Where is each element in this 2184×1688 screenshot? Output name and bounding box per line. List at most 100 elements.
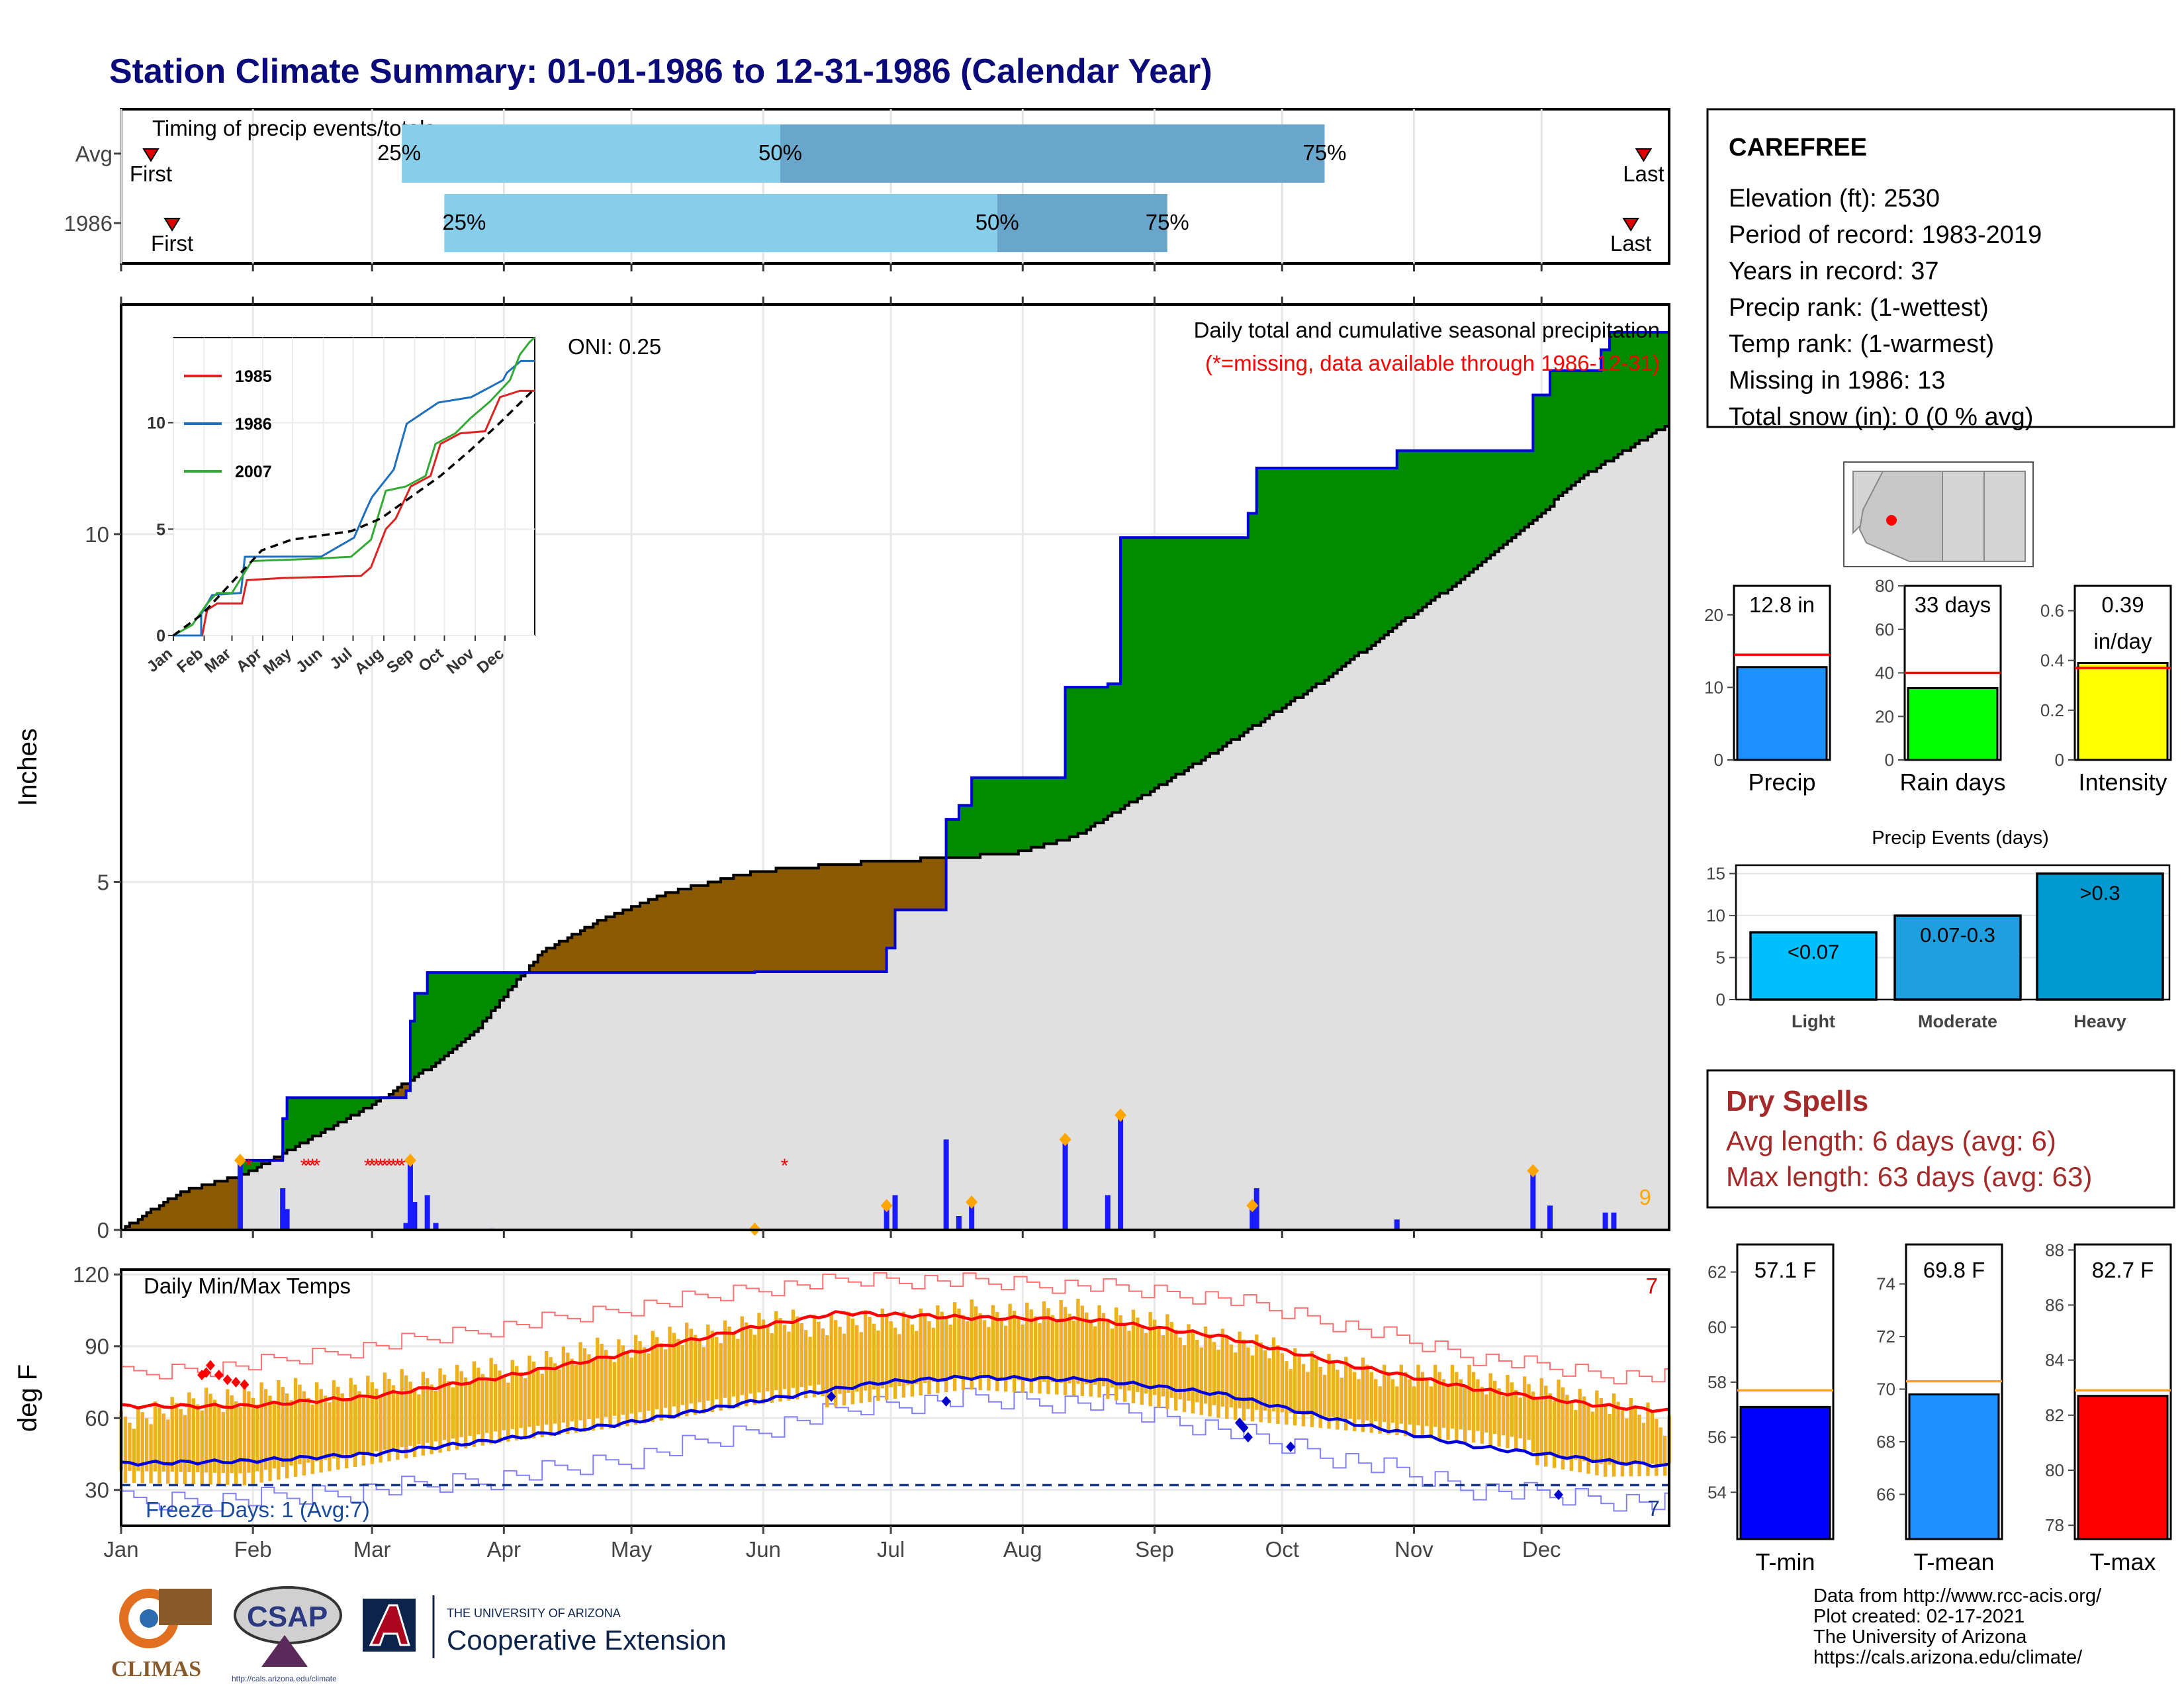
daily-temp-bar: [1212, 1342, 1216, 1405]
daily-temp-bar: [370, 1382, 374, 1464]
last-event-marker: [1622, 218, 1639, 232]
footer-plot-created: Plot created: 02-17-2021: [1813, 1606, 2025, 1627]
daily-temp-bar: [1327, 1354, 1331, 1429]
precip-y-tick-label: 5: [97, 870, 109, 894]
daily-temp-bar: [383, 1372, 387, 1450]
deficit-fill: [572, 934, 577, 973]
daily-temp-bar: [1374, 1379, 1378, 1422]
daily-temp-bar: [336, 1386, 340, 1470]
surplus-fill: [1261, 468, 1266, 722]
deficit-fill: [729, 878, 734, 973]
daily-temp-bar: [825, 1335, 829, 1408]
deficit-fill: [555, 945, 560, 973]
surplus-fill: [1312, 468, 1317, 688]
daily-temp-bar: [1522, 1376, 1527, 1451]
daily-temp-bar: [608, 1356, 612, 1429]
surplus-fill: [1303, 468, 1308, 694]
daily-temp-bar: [850, 1318, 855, 1405]
daily-temp-bar: [642, 1347, 647, 1424]
daily-temp-bar: [1208, 1334, 1212, 1417]
daily-temp-bar: [379, 1395, 383, 1463]
daily-temp-bar: [872, 1323, 876, 1390]
daily-temp-bar: [1255, 1334, 1259, 1410]
deficit-fill: [669, 892, 674, 973]
surplus-fill: [457, 972, 462, 1046]
csap-url: http://cals.arizona.edu/climate: [232, 1674, 337, 1683]
daily-temp-bar: [1561, 1387, 1565, 1470]
daily-temp-bar: [1259, 1342, 1263, 1423]
daily-temp-bar: [1620, 1410, 1625, 1477]
timing-label: Timing of precip events/totals: [152, 116, 435, 140]
surplus-fill: [359, 1098, 364, 1112]
dry-spells-avg: Avg length: 6 days (avg: 6): [1726, 1125, 2056, 1156]
surplus-fill: [1231, 538, 1236, 739]
surplus-fill: [1091, 687, 1096, 827]
temp-summary-y-tick-label: 66: [1876, 1484, 1895, 1504]
daily-temp-bar: [149, 1424, 153, 1483]
surplus-fill: [1120, 538, 1126, 810]
timing-p25-label: 25%: [377, 140, 421, 165]
footer-data-source: Data from http://www.rcc-acis.org/: [1813, 1585, 2102, 1607]
surplus-fill: [1465, 450, 1470, 576]
daily-temp-bar: [263, 1389, 268, 1470]
daily-temp-bar: [1441, 1379, 1446, 1428]
surplus-fill: [495, 972, 500, 1008]
daily-temp-bar: [357, 1391, 361, 1454]
summary-y-tick-label: 0: [1885, 750, 1894, 770]
surplus-fill: [1447, 450, 1453, 590]
surplus-fill: [432, 972, 437, 1066]
temperature-summary-charts: 57.1 F 54 56 58 60 62 T-min 69.8 F 66 68 70 72 74 T-m…: [1707, 1240, 2172, 1575]
arizona-locator-map: [1843, 461, 2034, 567]
daily-temp-bar: [1539, 1378, 1544, 1454]
deficit-fill: [214, 1181, 220, 1230]
daily-precip-bar: [1118, 1115, 1124, 1230]
daily-temp-bar: [1187, 1324, 1191, 1401]
missing-day-marker: *: [389, 1155, 397, 1177]
daily-precip-bar: [284, 1209, 290, 1230]
deficit-fill: [721, 878, 726, 973]
daily-temp-bar: [638, 1341, 642, 1413]
month-tick-label: May: [611, 1537, 653, 1562]
precip-panel-subtitle: (*=missing, data available through 1986-…: [1205, 351, 1660, 375]
precip-y-tick-label: 10: [85, 522, 109, 547]
summary-value-text: 12.8 in: [1749, 592, 1815, 617]
daily-temp-bar: [1085, 1312, 1089, 1385]
deficit-fill: [529, 965, 534, 973]
daily-temp-bar: [1544, 1385, 1548, 1467]
precip-frame: [120, 303, 1670, 1231]
daily-temp-bar: [651, 1331, 655, 1423]
record-high-marker: [240, 1379, 250, 1390]
daily-temp-bar: [1595, 1390, 1599, 1476]
station-temp-rank: Temp rank: (1-warmest): [1729, 330, 1994, 358]
daily-temp-bar: [944, 1318, 948, 1393]
surplus-fill: [1342, 468, 1347, 667]
daily-temp-bar: [910, 1324, 915, 1397]
daily-temp-bar: [1437, 1372, 1441, 1440]
daily-temp-bar: [136, 1406, 140, 1472]
deficit-fill: [827, 865, 832, 972]
csap-logo: CSAP http://cals.arizona.edu/climate: [232, 1586, 342, 1683]
daily-temp-bar: [876, 1330, 880, 1401]
daily-temp-bar: [702, 1347, 706, 1414]
daily-temp-bar: [574, 1364, 578, 1433]
deficit-fill: [138, 1219, 143, 1230]
daily-temp-bar: [1122, 1323, 1127, 1402]
temp-summary-y-tick-label: 80: [2045, 1460, 2064, 1480]
deficit-fill: [542, 951, 547, 973]
daily-temp-bar: [400, 1369, 404, 1448]
surplus-fill: [1065, 687, 1070, 841]
surplus-fill: [1235, 538, 1240, 739]
surplus-fill: [291, 1098, 296, 1150]
temp-summary-y-tick-label: 84: [2045, 1350, 2064, 1370]
surplus-fill: [1201, 538, 1206, 761]
deficit-fill: [614, 913, 619, 973]
daily-temp-bar: [625, 1351, 629, 1427]
temp-summary-y-tick-label: 86: [2045, 1295, 2064, 1315]
events-bar-light: [1749, 931, 1878, 1001]
month-tick-label: Mar: [353, 1537, 391, 1562]
deficit-fill: [397, 1087, 402, 1098]
daily-temp-bar: [1429, 1386, 1433, 1439]
deficit-fill: [707, 882, 713, 973]
daily-temp-bar: [855, 1325, 859, 1392]
